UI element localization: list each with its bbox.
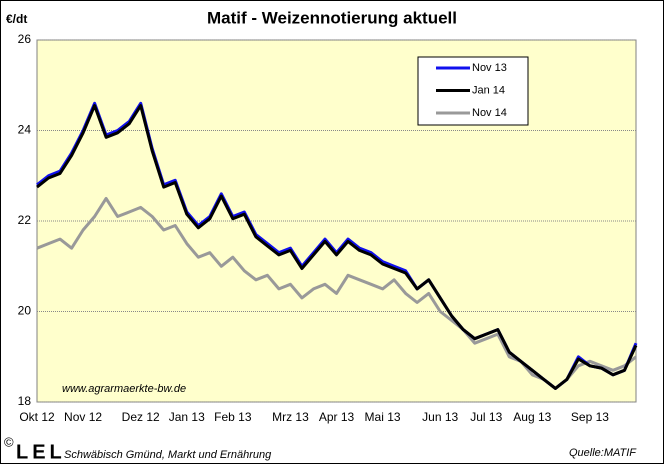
x-tick-label: Jul 13 [470,410,502,424]
y-tick-label: 20 [18,304,32,318]
x-tick-label: Mai 13 [365,410,401,424]
x-tick-label: Sep 13 [571,410,609,424]
x-tick-label: Apr 13 [319,410,355,424]
y-tick-label: 22 [18,213,32,227]
x-tick-label: Okt 12 [19,410,55,424]
legend-label: Jan 14 [472,84,505,96]
chart-title: Matif - Weizennotierung aktuell [207,8,457,27]
source: Quelle:MATIF [569,447,637,459]
x-tick-label: Jun 13 [422,410,458,424]
x-tick-label: Feb 13 [214,410,252,424]
x-tick-label: Nov 12 [64,410,102,424]
legend-label: Nov 14 [472,107,507,119]
y-tick-label: 18 [18,394,32,408]
copyright: © [4,434,14,449]
y-axis-label: €/dt [6,12,27,26]
x-tick-label: Jan 13 [169,410,205,424]
website: www.agrarmaerkte-bw.de [62,383,186,395]
footer: Schwäbisch Gmünd, Markt und Ernährung [64,449,272,461]
series-line [36,196,637,390]
x-tick-label: Mrz 13 [272,410,309,424]
x-tick-label: Dez 12 [122,410,160,424]
y-tick-label: 26 [18,32,32,46]
series-line [36,104,638,390]
x-tick-label: Aug 13 [513,410,551,424]
plot-area [36,39,637,403]
legend-label: Nov 13 [472,62,507,74]
logo: LEL [16,441,66,463]
y-tick-label: 24 [18,123,32,137]
